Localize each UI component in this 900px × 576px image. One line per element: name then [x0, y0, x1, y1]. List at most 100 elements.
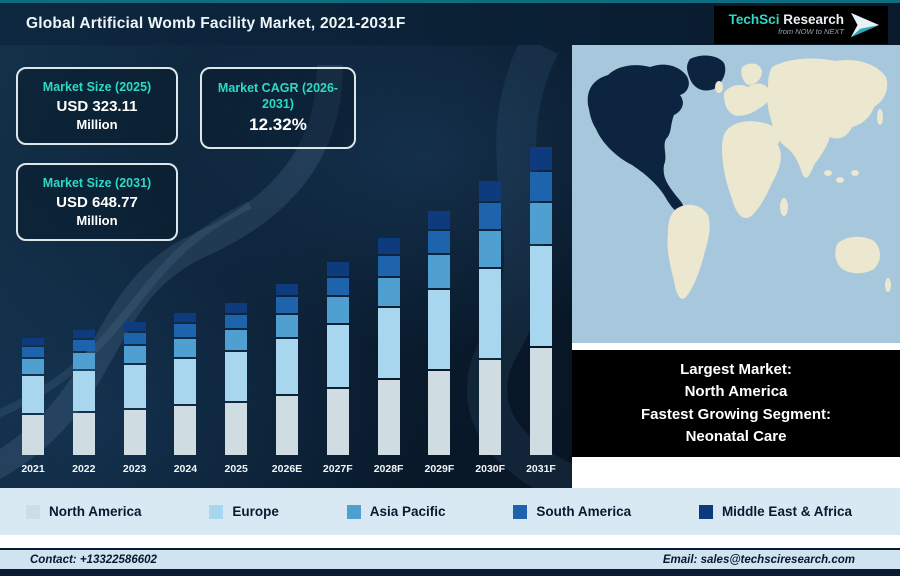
- bottom-strip: [0, 569, 900, 576]
- bar-segment-europe: [529, 246, 552, 347]
- largest-market-value: North America: [684, 383, 788, 400]
- bar-segment-asia-pacific: [22, 359, 44, 374]
- x-axis-label: 2029F: [424, 463, 455, 475]
- legend-item-middle-east-africa: Middle East & Africa: [698, 504, 852, 519]
- bar-segment-middle-east-africa: [479, 180, 502, 201]
- region-madagascar: [780, 198, 788, 216]
- legend-swatch: [513, 504, 528, 519]
- stat-unit: Million: [76, 116, 118, 132]
- bar-segment-middle-east-africa: [275, 283, 298, 296]
- x-axis-label: 2027F: [322, 463, 353, 475]
- stat-label: Market CAGR (2026-2031): [217, 81, 339, 111]
- x-axis-label: 2021: [21, 463, 45, 475]
- continent-europe: [724, 83, 771, 116]
- market-highlight-box: Largest Market: North America Fastest Gr…: [572, 350, 900, 457]
- bar-segment-north-america: [225, 402, 248, 455]
- bar-segment-north-america: [529, 348, 552, 455]
- bar-segment-south-america: [377, 255, 400, 276]
- bar-segment-europe: [377, 308, 400, 379]
- bar-segment-asia-pacific: [428, 255, 451, 288]
- stat-label: Market Size (2025): [42, 80, 152, 95]
- logo-text: TechSci Research from NOW to NEXT: [729, 13, 844, 37]
- bar-segment-europe: [479, 269, 502, 359]
- x-axis-label: 2026E: [271, 463, 303, 475]
- bar-segment-south-america: [275, 297, 298, 313]
- bar-segment-europe: [174, 358, 197, 405]
- bar-segment-middle-east-africa: [123, 321, 146, 331]
- bar-segment-north-america: [479, 360, 502, 455]
- x-axis-label: 2024: [173, 463, 198, 475]
- bar-segment-asia-pacific: [326, 297, 349, 323]
- bar-stack: [377, 236, 400, 455]
- region-indonesia: [836, 177, 844, 183]
- x-axis-label: 2023: [122, 463, 147, 475]
- continent-africa: [722, 121, 781, 219]
- stat-value: 12.32%: [249, 114, 307, 134]
- bar-column-2021: 2021: [14, 130, 52, 475]
- bar-segment-south-america: [428, 230, 451, 254]
- bar-segment-north-america: [428, 370, 451, 455]
- stat-box-market-size-2031: Market Size (2031) USD 648.77 Million: [16, 163, 178, 241]
- bar-column-2029F: 2029F: [420, 130, 458, 475]
- bar-segment-asia-pacific: [377, 277, 400, 307]
- bar-column-2023: 2023: [116, 130, 154, 475]
- bar-segment-asia-pacific: [275, 314, 298, 338]
- x-axis-label: 2031F: [526, 463, 556, 475]
- bar-stack: [225, 301, 248, 455]
- region-japan: [877, 109, 883, 125]
- bar-segment-north-america: [72, 412, 95, 455]
- bar-segment-asia-pacific: [174, 338, 197, 357]
- bar-segment-middle-east-africa: [428, 211, 451, 229]
- header: Global Artificial Womb Facility Market, …: [0, 0, 900, 45]
- region-greenland: [687, 55, 726, 91]
- bar-stack: [479, 179, 502, 455]
- bar-segment-middle-east-africa: [22, 337, 44, 346]
- bar-column-2027F: 2027F: [319, 130, 357, 475]
- techsci-logo: TechSci Research from NOW to NEXT: [714, 6, 888, 44]
- bar-segment-south-america: [479, 203, 502, 229]
- stat-value: USD 648.77: [56, 193, 138, 211]
- bar-segment-south-america: [225, 314, 248, 329]
- legend-label: Asia Pacific: [369, 504, 446, 519]
- region-uk: [715, 81, 723, 93]
- continent-australia: [835, 236, 880, 274]
- region-scandinavia: [741, 63, 762, 85]
- legend-label: Europe: [232, 504, 279, 519]
- region-philippines: [851, 170, 859, 176]
- bar-segment-europe: [123, 365, 146, 408]
- bar-segment-north-america: [123, 409, 146, 455]
- stat-unit: Million: [76, 212, 118, 228]
- stat-value: USD 323.11: [56, 97, 138, 115]
- contact-email: Email: sales@techsciresearch.com: [662, 553, 855, 566]
- legend-label: North America: [49, 504, 142, 519]
- bar-segment-europe: [72, 370, 95, 411]
- bar-segment-europe: [428, 289, 451, 369]
- bar-segment-europe: [326, 324, 349, 387]
- bar-segment-south-america: [529, 171, 552, 201]
- bar-segment-north-america: [22, 415, 44, 455]
- page-title: Global Artificial Womb Facility Market, …: [26, 15, 406, 32]
- bar-stack: [22, 336, 44, 455]
- chart-panel: Market Size (2025) USD 323.11 Million Ma…: [0, 45, 572, 488]
- bar-segment-asia-pacific: [529, 202, 552, 245]
- legend-item-asia-pacific: Asia Pacific: [346, 504, 446, 519]
- bar-segment-south-america: [72, 340, 95, 351]
- bar-segment-asia-pacific: [479, 230, 502, 268]
- logo-arrow-icon: [851, 12, 879, 38]
- bar-column-2031F: 2031F: [522, 130, 560, 475]
- chart-legend: North America Europe Asia Pacific South Ame…: [0, 488, 900, 535]
- bar-segment-north-america: [174, 406, 197, 455]
- x-axis-label: 2022: [72, 463, 96, 475]
- bar-stack: [123, 320, 146, 455]
- bar-column-2030F: 2030F: [471, 130, 509, 475]
- contact-band: Contact: +13322586602 Email: sales@techs…: [0, 548, 900, 569]
- legend-item-europe: Europe: [209, 504, 279, 519]
- bar-segment-north-america: [377, 380, 400, 455]
- bar-segment-south-america: [174, 324, 197, 337]
- world-map: [572, 45, 900, 343]
- bar-stack: [428, 209, 451, 455]
- legend-label: South America: [536, 504, 632, 519]
- legend-item-south-america: South America: [513, 504, 631, 519]
- bar-segment-middle-east-africa: [225, 302, 248, 313]
